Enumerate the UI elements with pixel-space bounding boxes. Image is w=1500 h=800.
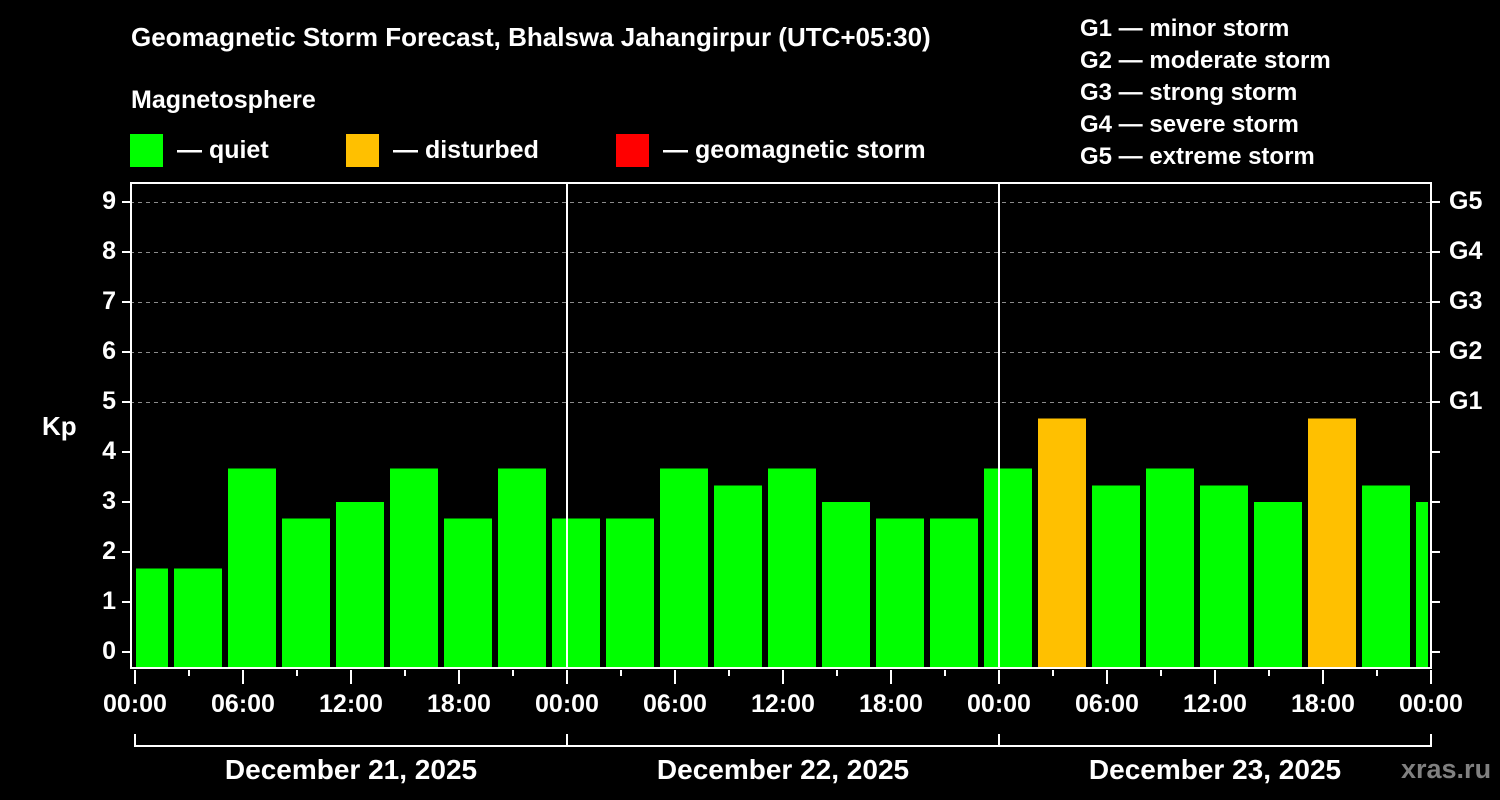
kp-bar bbox=[660, 468, 708, 667]
x-tick-label: 12:00 bbox=[751, 690, 815, 718]
x-tick-label: 06:00 bbox=[211, 690, 275, 718]
kp-bar bbox=[390, 468, 438, 667]
y-tick-label: 1 bbox=[102, 587, 116, 615]
y-tick-label: 3 bbox=[102, 487, 116, 515]
y-tick-label: 2 bbox=[102, 537, 116, 565]
y-tick-label: 4 bbox=[102, 437, 116, 465]
y-tick-label: 5 bbox=[102, 387, 116, 415]
g-level-label: G3 bbox=[1449, 287, 1483, 315]
y-tick-label: 9 bbox=[102, 187, 116, 215]
g-scale-legend: G1 — minor storm G2 — moderate storm G3 … bbox=[1080, 13, 1331, 173]
y-axis-label: Kp bbox=[42, 411, 77, 441]
x-tick-label: 06:00 bbox=[1075, 690, 1139, 718]
kp-bar bbox=[984, 468, 1032, 667]
g-level-label: G1 bbox=[1449, 387, 1483, 415]
kp-bar bbox=[1200, 485, 1248, 667]
kp-bar bbox=[174, 568, 222, 667]
g-level-label: G4 bbox=[1449, 237, 1483, 265]
kp-bar bbox=[714, 485, 762, 667]
kp-bar bbox=[136, 568, 168, 667]
plot-frame bbox=[130, 182, 1432, 669]
kp-bar bbox=[822, 502, 870, 667]
kp-bar bbox=[498, 468, 546, 667]
x-tick-label: 18:00 bbox=[1291, 690, 1355, 718]
kp-bar bbox=[930, 518, 978, 667]
disturbed-swatch-icon bbox=[346, 133, 379, 167]
kp-bar bbox=[1092, 485, 1140, 667]
chart-title: Geomagnetic Storm Forecast, Bhalswa Jaha… bbox=[131, 22, 931, 52]
y-tick-label: 8 bbox=[102, 237, 116, 265]
x-tick-label: 00:00 bbox=[103, 690, 167, 718]
x-tick-label: 00:00 bbox=[1399, 690, 1463, 718]
kp-bar bbox=[228, 468, 276, 667]
kp-bar bbox=[336, 502, 384, 667]
x-tick-label: 12:00 bbox=[319, 690, 383, 718]
kp-bar bbox=[768, 468, 816, 667]
kp-bar bbox=[282, 518, 330, 667]
legend-item-disturbed: — disturbed bbox=[346, 133, 539, 167]
g-scale-item: G1 — minor storm bbox=[1080, 15, 1290, 42]
kp-bar bbox=[606, 518, 654, 667]
g-level-label: G2 bbox=[1449, 337, 1483, 365]
y-tick-label: 7 bbox=[102, 287, 116, 315]
kp-bar bbox=[1038, 418, 1086, 667]
kp-bar bbox=[1416, 502, 1428, 667]
kp-bar bbox=[876, 518, 924, 667]
x-tick-label: 06:00 bbox=[643, 690, 707, 718]
x-tick-label: 18:00 bbox=[427, 690, 491, 718]
y-tick-label: 6 bbox=[102, 337, 116, 365]
x-tick-label: 00:00 bbox=[967, 690, 1031, 718]
date-bracket bbox=[134, 734, 1432, 747]
date-label: December 22, 2025 bbox=[656, 754, 910, 785]
kp-bar bbox=[444, 518, 492, 667]
legend-item-quiet: — quiet bbox=[130, 133, 269, 167]
storm-swatch-icon bbox=[616, 133, 649, 167]
legend-label: — quiet bbox=[177, 135, 269, 164]
g-scale-item: G2 — moderate storm bbox=[1080, 47, 1331, 74]
g-scale-item: G5 — extreme storm bbox=[1080, 143, 1315, 170]
date-label: December 21, 2025 bbox=[224, 754, 478, 785]
x-tick-label: 18:00 bbox=[859, 690, 923, 718]
legend-label: — disturbed bbox=[393, 135, 539, 164]
y-tick-label: 0 bbox=[102, 637, 116, 665]
kp-bar bbox=[1362, 485, 1410, 667]
legend-label: — geomagnetic storm bbox=[663, 135, 926, 164]
kp-bar bbox=[1254, 502, 1302, 667]
g-scale-item: G4 — severe storm bbox=[1080, 111, 1299, 138]
legend-item-storm: — geomagnetic storm bbox=[616, 133, 926, 167]
kp-bar bbox=[552, 518, 600, 667]
quiet-swatch-icon bbox=[130, 133, 163, 167]
x-tick-label: 12:00 bbox=[1183, 690, 1247, 718]
legend-heading: Magnetosphere bbox=[131, 86, 316, 114]
kp-bar bbox=[1308, 418, 1356, 667]
g-level-label: G5 bbox=[1449, 187, 1483, 215]
date-label: December 23, 2025 bbox=[1088, 754, 1342, 785]
kp-bar bbox=[1146, 468, 1194, 667]
g-scale-item: G3 — strong storm bbox=[1080, 79, 1298, 106]
x-tick-label: 00:00 bbox=[535, 690, 599, 718]
watermark: xras.ru bbox=[1401, 754, 1492, 784]
